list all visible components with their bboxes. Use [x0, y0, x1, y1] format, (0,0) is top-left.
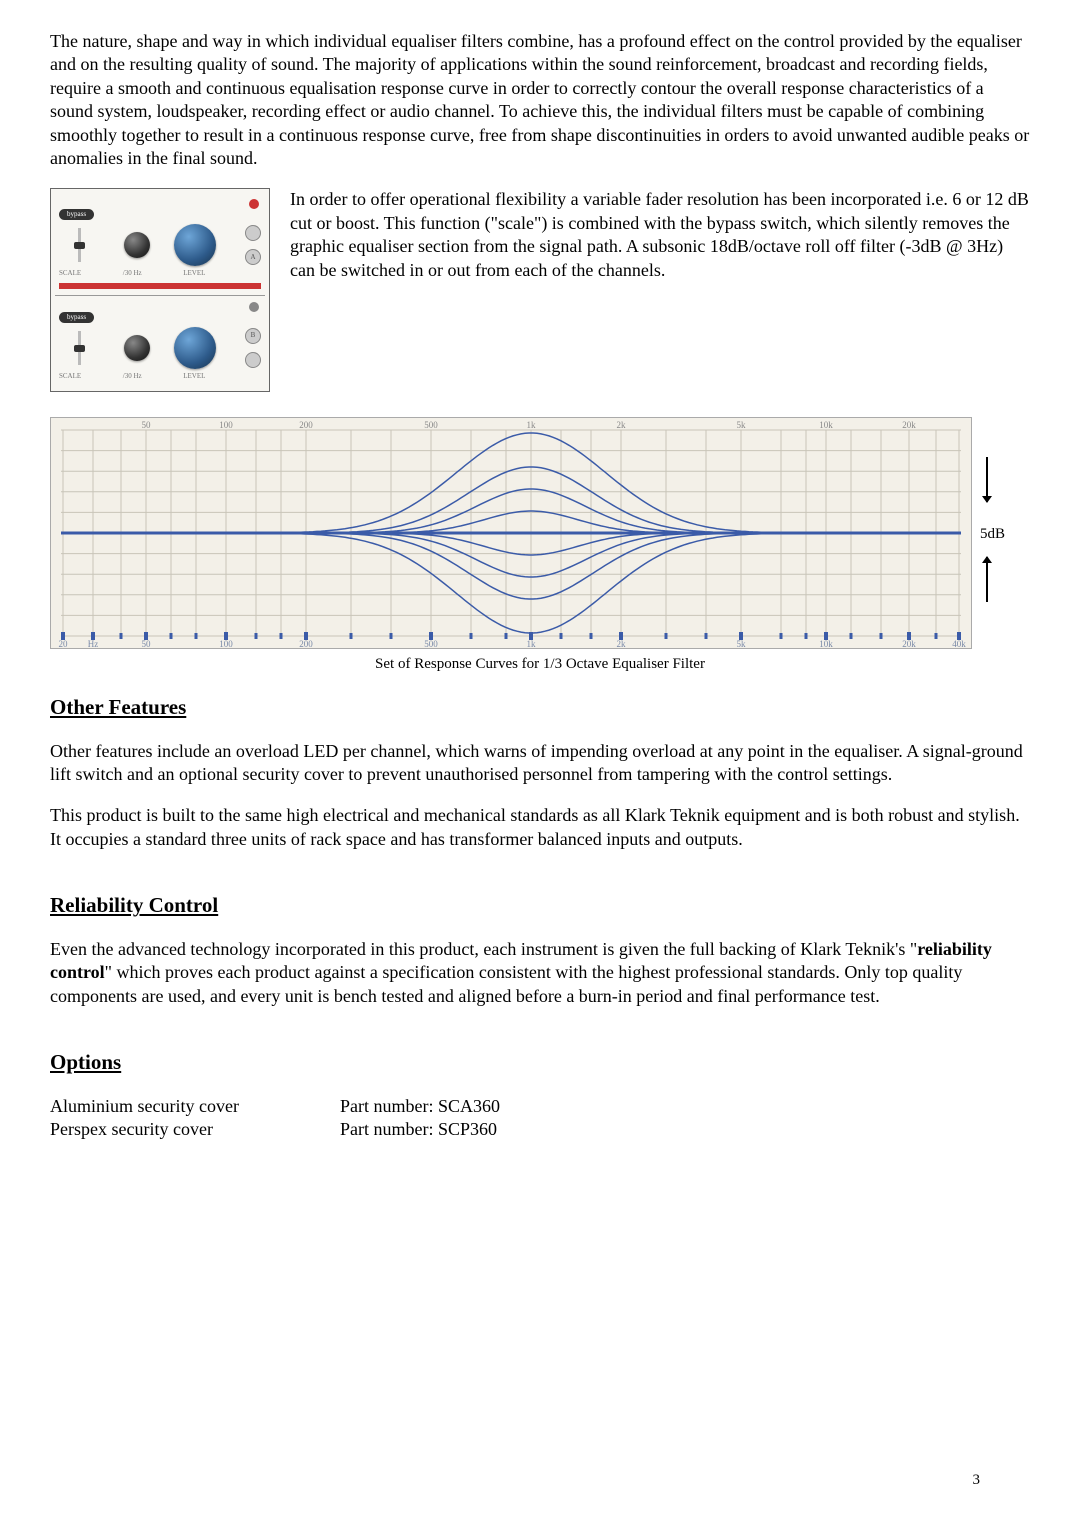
svg-text:1k: 1k [527, 639, 537, 649]
heading-options: Options [50, 1049, 1030, 1076]
bypass-badge-b: bypass [59, 312, 94, 323]
option-part: Part number: SCA360 [340, 1095, 500, 1118]
level-knob-b [174, 327, 216, 369]
svg-text:20: 20 [59, 639, 69, 649]
intro-paragraph: The nature, shape and way in which indiv… [50, 30, 1030, 170]
led-b [249, 302, 259, 312]
label-level-b: LEVEL [183, 372, 205, 381]
response-curves-chart: 50 100 200 500 1k 2k 5k 10k 20k 20 Hz 50 100 200 500 1k… [50, 417, 972, 649]
scale-slider-a [59, 225, 99, 265]
svg-text:50: 50 [142, 639, 152, 649]
option-name: Perspex security cover [50, 1118, 340, 1141]
led-a [249, 199, 259, 209]
svg-text:10k: 10k [819, 639, 833, 649]
rel-text-post: " which proves each product against a sp… [50, 962, 962, 1005]
svg-text:20k: 20k [902, 639, 916, 649]
hz-knob-b [124, 335, 150, 361]
svg-text:500: 500 [424, 420, 438, 430]
chart-side-annotation: 5dB [980, 417, 1030, 647]
heading-reliability: Reliability Control [50, 892, 1030, 919]
heading-other-features: Other Features [50, 694, 1030, 721]
svg-text:10k: 10k [819, 420, 833, 430]
rel-text-pre: Even the advanced technology incorporate… [50, 939, 917, 959]
label-level-a: LEVEL [183, 269, 205, 278]
level-knob-a [174, 224, 216, 266]
svg-text:Hz: Hz [88, 639, 99, 649]
response-chart-container: 50 100 200 500 1k 2k 5k 10k 20k 20 Hz 50 100 200 500 1k… [50, 417, 1030, 649]
arrow-down-icon [986, 457, 988, 502]
other-para-2: This product is built to the same high e… [50, 804, 1030, 851]
svg-text:100: 100 [219, 420, 233, 430]
option-name: Aluminium security cover [50, 1095, 340, 1118]
port-b-1: B [245, 328, 261, 344]
bypass-badge-a: bypass [59, 209, 94, 220]
page-number: 3 [973, 1471, 981, 1491]
svg-text:200: 200 [299, 639, 313, 649]
control-section-a: bypass A SCALE /30 Hz LEVEL [55, 193, 265, 295]
page: The nature, shape and way in which indiv… [50, 30, 1030, 1500]
hz-knob-a [124, 232, 150, 258]
svg-text:40k: 40k [952, 639, 966, 649]
label-hz-a: /30 Hz [123, 269, 142, 278]
svg-text:200: 200 [299, 420, 313, 430]
svg-text:500: 500 [424, 639, 438, 649]
controls-and-text-row: bypass A SCALE /30 Hz LEVEL [50, 188, 1030, 391]
label-scale-b: SCALE [59, 372, 81, 381]
options-row: Perspex security coverPart number: SCP36… [50, 1118, 1030, 1141]
flexibility-paragraph: In order to offer operational flexibilit… [290, 188, 1030, 282]
control-section-b: bypass B SCALE /30 Hz LEVEL [55, 296, 265, 387]
side-label-5db: 5dB [980, 525, 1005, 545]
port-a-2: A [245, 249, 261, 265]
svg-text:5k: 5k [737, 420, 747, 430]
svg-text:50: 50 [142, 420, 152, 430]
arrow-up-icon [986, 557, 988, 602]
port-b-2 [245, 352, 261, 368]
label-scale-a: SCALE [59, 269, 81, 278]
reliability-para: Even the advanced technology incorporate… [50, 938, 1030, 1008]
led-strip [59, 283, 261, 289]
svg-text:2k: 2k [617, 420, 627, 430]
other-para-1: Other features include an overload LED p… [50, 740, 1030, 787]
chart-caption: Set of Response Curves for 1/3 Octave Eq… [50, 655, 1030, 675]
svg-text:20k: 20k [902, 420, 916, 430]
scale-slider-b [59, 328, 99, 368]
svg-text:1k: 1k [527, 420, 537, 430]
options-row: Aluminium security coverPart number: SCA… [50, 1095, 1030, 1118]
label-hz-b: /30 Hz [123, 372, 142, 381]
port-a-1 [245, 225, 261, 241]
control-panel-image: bypass A SCALE /30 Hz LEVEL [50, 188, 270, 391]
option-part: Part number: SCP360 [340, 1118, 497, 1141]
svg-text:100: 100 [219, 639, 233, 649]
svg-text:5k: 5k [737, 639, 747, 649]
svg-text:2k: 2k [617, 639, 627, 649]
control-panel: bypass A SCALE /30 Hz LEVEL [50, 188, 270, 391]
options-table: Aluminium security coverPart number: SCA… [50, 1095, 1030, 1142]
